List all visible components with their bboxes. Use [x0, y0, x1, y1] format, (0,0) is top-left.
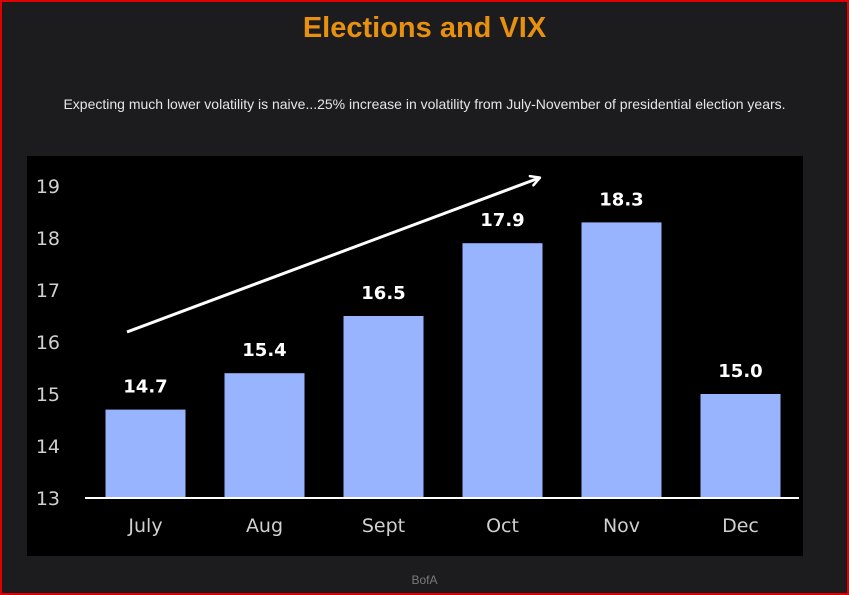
value-labels: 14.7 15.4 16.5 17.9 18.3 15.0: [123, 189, 762, 397]
y-tick-label: 17: [36, 280, 60, 302]
x-tick-label-sept: Sept: [362, 515, 405, 537]
bar-oct: [462, 243, 543, 498]
x-tick-label-aug: Aug: [246, 515, 283, 537]
x-axis-labels: July Aug Sept Oct Nov Dec: [127, 515, 758, 537]
bar-nov: [581, 222, 662, 498]
chart-subtitle: Expecting much lower volatility is naive…: [63, 96, 786, 112]
source-note: BofA: [411, 573, 438, 587]
y-tick-label: 14: [36, 436, 60, 458]
bar-july: [105, 409, 186, 498]
y-tick-label: 15: [36, 384, 60, 406]
value-label-nov: 18.3: [599, 189, 643, 210]
y-tick-label: 16: [36, 332, 60, 354]
bar-aug: [224, 373, 305, 498]
y-axis-ticks: 13 14 15 16 17 18 19: [36, 176, 60, 510]
bar-dec: [700, 394, 781, 498]
x-tick-label-nov: Nov: [603, 515, 640, 537]
y-tick-label: 18: [36, 228, 60, 250]
y-tick-label: 19: [36, 176, 60, 198]
value-label-july: 14.7: [123, 377, 167, 398]
bar-sept: [343, 316, 424, 498]
x-tick-label-july: July: [127, 515, 162, 537]
value-label-sept: 16.5: [361, 283, 405, 304]
x-tick-label-dec: Dec: [722, 515, 759, 537]
x-tick-label-oct: Oct: [486, 515, 519, 537]
chart-area: 13 14 15 16 17 18 19 14.7 15.4 16.5 17.9 18.3 15.0 …: [27, 156, 803, 556]
chart-title: Elections and VIX: [302, 12, 547, 44]
value-label-aug: 15.4: [242, 340, 286, 361]
bars: [105, 222, 781, 498]
trend-arrow: [126, 178, 539, 334]
value-label-oct: 17.9: [480, 210, 524, 231]
y-tick-label: 13: [36, 488, 60, 510]
value-label-dec: 15.0: [718, 361, 762, 382]
